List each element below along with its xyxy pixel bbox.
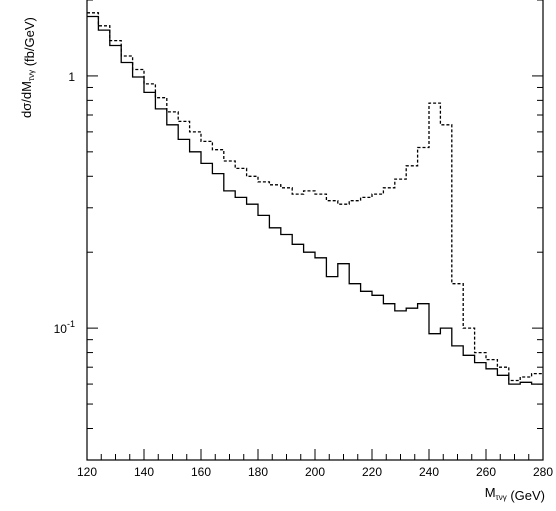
x-tick-label: 180: [248, 465, 268, 479]
axis-labels: Mτνγ (GeV) dσ/dMτνγ (fb/GeV): [19, 17, 545, 503]
y-tick-label: 1: [68, 70, 75, 84]
series-layer: [87, 12, 543, 385]
series-dashed-line: [87, 12, 543, 382]
x-tick-label: 260: [476, 465, 496, 479]
x-tick-label: 200: [305, 465, 325, 479]
x-axis-label: Mτνγ (GeV): [485, 485, 545, 503]
axis-ticks: 120 140 160 180 200 220 240 260 280 1 10-1: [54, 0, 553, 479]
plot-frame: [86, 0, 544, 461]
plot-border: [86, 0, 544, 461]
series-solid-line: [87, 15, 543, 385]
y-axis-label: dσ/dMτνγ (fb/GeV): [19, 17, 37, 118]
y-tick-label: 10-1: [54, 319, 75, 336]
x-tick-label: 240: [419, 465, 439, 479]
x-tick-label: 160: [191, 465, 211, 479]
x-tick-label: 120: [77, 465, 97, 479]
x-tick-label: 140: [134, 465, 154, 479]
x-tick-label: 280: [533, 465, 553, 479]
x-tick-label: 220: [362, 465, 382, 479]
